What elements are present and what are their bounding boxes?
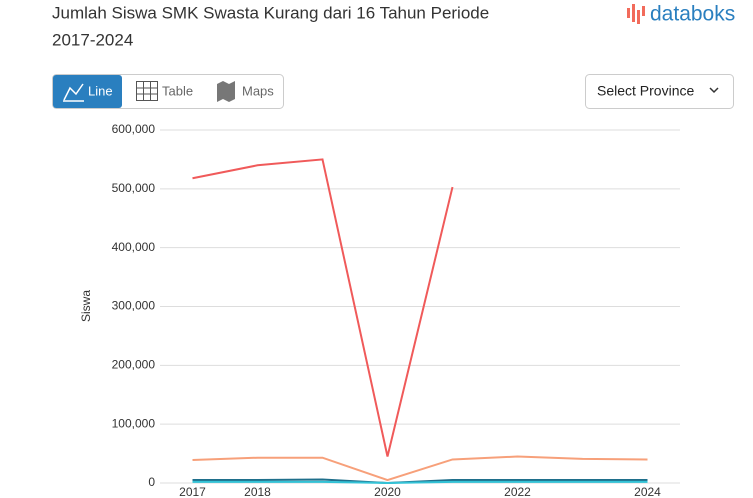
series-line [192,158,454,457]
maps-icon [217,81,235,102]
x-tick-label: 2020 [374,485,401,498]
logo-icon [637,10,640,24]
x-tick-label: 2024 [634,485,661,498]
chevron [709,87,719,94]
y-tick-label: 400,000 [112,240,156,254]
y-tick-label: 500,000 [112,181,156,195]
province-select[interactable] [585,74,734,109]
x-tick-label: 2017 [179,485,206,498]
logo-icon [642,6,645,16]
y-tick-label: 0 [148,475,155,489]
chart-subtitle: 2017-2024 [52,30,133,49]
button-label[interactable]: Line [88,83,113,98]
select-label[interactable]: Select Province [597,83,694,99]
line-button[interactable] [53,75,122,108]
y-axis-label: Siswa [79,290,93,322]
logo-text: databoks [650,3,735,26]
logo-icon [627,8,630,18]
button-label[interactable]: Table [162,83,193,98]
table-icon [136,81,158,101]
x-tick-label: 2022 [504,485,531,498]
y-tick-label: 600,000 [112,122,156,136]
y-tick-label: 200,000 [112,358,156,372]
x-tick-label: 2018 [244,485,271,498]
chart-title: Jumlah Siswa SMK Swasta Kurang dari 16 T… [52,3,489,22]
y-tick-label: 100,000 [112,416,156,430]
series-line [192,480,648,485]
line-icon [63,83,84,101]
button-label[interactable]: Maps [242,83,274,98]
logo: databoks [627,3,735,26]
logo-icon [632,4,635,22]
series-line [192,455,648,482]
y-tick-label: 300,000 [112,299,156,313]
